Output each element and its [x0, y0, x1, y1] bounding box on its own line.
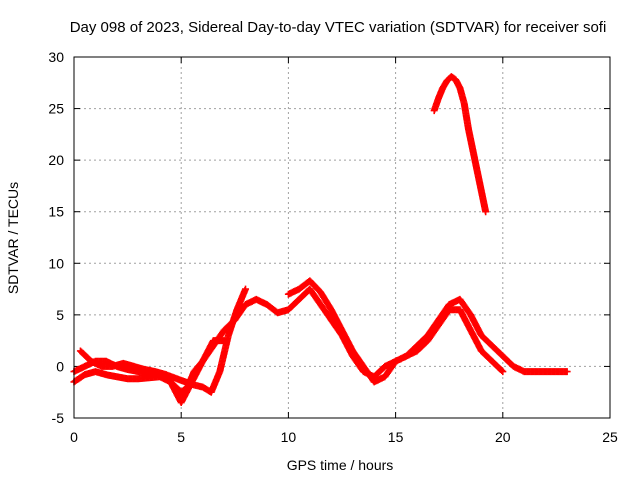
y-axis-label: SDTVAR / TECUs	[5, 182, 21, 294]
data-point	[242, 285, 250, 293]
y-tick-label: 5	[56, 307, 64, 323]
data-point	[563, 368, 571, 376]
y-tick-label: 0	[56, 358, 64, 374]
x-tick-label: 5	[177, 429, 185, 445]
data-point	[499, 368, 507, 376]
y-tick-label: 15	[48, 204, 64, 220]
x-tick-label: 20	[495, 429, 511, 445]
x-tick-label: 25	[602, 429, 618, 445]
x-tick-label: 15	[388, 429, 404, 445]
grid	[74, 57, 610, 418]
data-point	[220, 337, 228, 345]
plot-frame	[73, 56, 611, 419]
data-point	[482, 208, 490, 216]
axis-ticks: 0 5 10 15 20 25 -5 0 5 10 15 20 25 30	[48, 49, 618, 445]
chart-title: Day 098 of 2023, Sidereal Day-to-day VTE…	[70, 19, 607, 36]
x-axis-label: GPS time / hours	[287, 457, 394, 473]
x-tick-label: 10	[281, 429, 297, 445]
y-tick-label: 10	[48, 255, 64, 271]
x-tick-label: 0	[70, 429, 78, 445]
data-point	[498, 367, 506, 375]
y-tick-label: 25	[48, 101, 64, 117]
y-tick-label: 20	[48, 152, 64, 168]
y-tick-label: 30	[48, 49, 64, 65]
data-points	[70, 73, 571, 407]
y-tick-label: -5	[52, 410, 65, 426]
